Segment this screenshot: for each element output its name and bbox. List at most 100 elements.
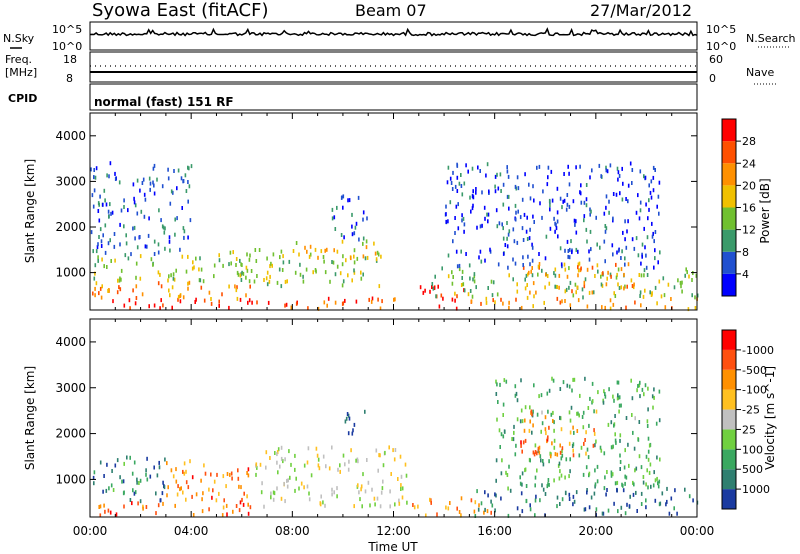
echo-cell (104, 198, 106, 203)
echo-cell (133, 225, 136, 230)
echo-cell (168, 239, 171, 244)
echo-cell (602, 271, 604, 276)
echo-cell (456, 189, 459, 193)
echo-cell (452, 275, 454, 279)
echo-cell (545, 234, 548, 239)
echo-cell (294, 488, 296, 493)
echo-cell (522, 238, 525, 242)
echo-cell (93, 276, 96, 281)
echo-cell (360, 487, 362, 492)
echo-cell (156, 177, 158, 182)
echo-cell (502, 402, 505, 407)
echo-cell (133, 200, 136, 205)
echo-cell (532, 409, 534, 414)
echo-cell (537, 272, 539, 277)
echo-cell (467, 292, 470, 297)
echo-cell (654, 248, 656, 253)
echo-cell (191, 266, 194, 271)
echo-cell (490, 499, 492, 504)
echo-cell (649, 462, 652, 467)
echo-cell (611, 243, 614, 248)
echo-cell (575, 219, 577, 224)
echo-cell (485, 296, 488, 301)
echo-cell (586, 488, 588, 492)
echo-cell (626, 284, 628, 289)
echo-cell (194, 300, 196, 304)
echo-cell (122, 479, 125, 484)
echo-cell (473, 279, 476, 284)
echo-cell (239, 500, 242, 505)
echo-cell (585, 451, 587, 456)
echo-cell (368, 297, 370, 302)
echo-cell (429, 289, 431, 294)
echo-cell (213, 263, 216, 268)
echo-cell (566, 383, 569, 388)
echo-cell (286, 478, 288, 483)
echo-cell (640, 273, 643, 278)
echo-cell (148, 304, 150, 309)
echo-cell (535, 290, 537, 295)
echo-cell (169, 248, 171, 253)
echo-cell (176, 216, 178, 221)
echo-cell (514, 217, 517, 222)
echo-cell (631, 284, 634, 288)
echo-cell (547, 165, 550, 170)
echo-cell (166, 493, 168, 498)
echo-cell (654, 498, 657, 503)
echo-cell (569, 418, 572, 423)
echo-cell (521, 197, 524, 202)
echo-cell (334, 272, 337, 277)
echo-cell (641, 387, 644, 392)
echo-cell (572, 377, 574, 382)
echo-cell (572, 293, 575, 298)
colorbar-swatch (722, 141, 736, 164)
echo-cell (524, 418, 526, 423)
echo-cell (524, 172, 526, 177)
echo-cell (341, 195, 343, 200)
cpid-value: normal (fast) 151 RF (94, 95, 234, 109)
echo-cell (288, 449, 290, 454)
echo-cell (516, 282, 518, 287)
colorbar-swatch (722, 409, 736, 430)
echo-cell (111, 210, 114, 215)
echo-cell (98, 235, 100, 239)
echo-cell (315, 269, 317, 274)
echo-cell (450, 181, 453, 185)
echo-cell (118, 285, 120, 290)
echo-cell (506, 194, 509, 199)
echo-cell (645, 253, 647, 258)
echo-cell (583, 284, 586, 289)
echo-cell (176, 186, 178, 191)
echo-cell (312, 270, 314, 275)
echo-cell (681, 280, 683, 285)
echo-cell (614, 438, 617, 443)
echo-cell (574, 282, 577, 287)
echo-cell (553, 445, 556, 450)
colorbar-tick-label: 24 (742, 157, 756, 170)
echo-cell (469, 195, 471, 200)
echo-cell (190, 164, 193, 169)
echo-cell (615, 275, 618, 280)
echo-cell (263, 504, 265, 509)
echo-cell (647, 485, 649, 490)
echo-cell (458, 267, 461, 272)
echo-cell (517, 209, 519, 214)
echo-cell (185, 269, 188, 274)
echo-cell (505, 470, 507, 475)
echo-cell (616, 488, 618, 493)
echo-cell (496, 417, 498, 422)
echo-cell (187, 286, 189, 291)
echo-cell (527, 272, 529, 277)
echo-cell (608, 199, 610, 204)
echo-cell (169, 293, 171, 298)
echo-cell (559, 416, 562, 421)
echo-cell (496, 292, 499, 297)
echo-cell (266, 270, 269, 275)
echo-cell (560, 427, 563, 432)
echo-cell (495, 379, 497, 384)
echo-cell (472, 194, 474, 199)
echo-cell (247, 511, 250, 516)
echo-cell (644, 245, 646, 250)
echo-cell (681, 289, 683, 294)
